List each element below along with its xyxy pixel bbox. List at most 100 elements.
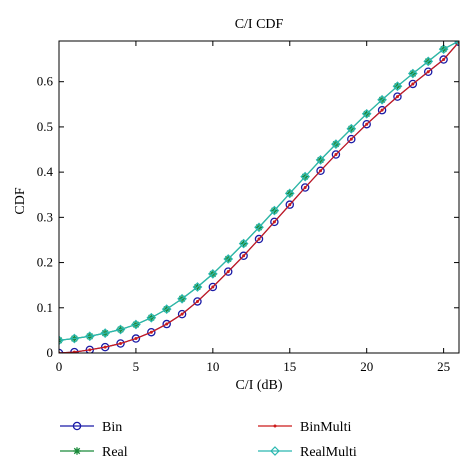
data-point-binmulti [365, 122, 369, 126]
data-point-bin [239, 251, 248, 261]
data-point-realmulti [207, 269, 218, 279]
data-point-bin [100, 342, 110, 352]
data-point-realmulti [254, 222, 264, 233]
data-point-binmulti [257, 237, 261, 241]
data-point-binmulti [380, 108, 384, 112]
data-point-binmulti [195, 299, 199, 303]
data-point-binmulti [303, 186, 307, 190]
x-tick-label: 15 [283, 359, 296, 374]
data-point-realmulti [238, 238, 249, 249]
data-point-binmulti [211, 285, 215, 289]
series-realmulti [59, 41, 459, 346]
data-point-binmulti [149, 330, 153, 334]
x-tick-label: 25 [437, 359, 450, 374]
y-axis-title: CDF [13, 187, 28, 214]
y-tick-label: 0.6 [37, 74, 54, 89]
legend-label: Real [102, 445, 128, 460]
data-point-binmulti [72, 350, 76, 353]
data-point-binmulti [426, 70, 430, 74]
data-point-bin [377, 105, 387, 115]
data-point-bin [393, 92, 402, 101]
data-point-binmulti [395, 95, 399, 99]
legend-item-binmulti: BinMulti [258, 420, 351, 435]
legend-item-bin: Bin [60, 420, 122, 435]
data-point-realmulti [284, 188, 295, 199]
plot-area [59, 41, 459, 353]
data-point-realmulti [69, 333, 80, 344]
data-point-realmulti [300, 171, 311, 182]
data-point-bin [177, 309, 187, 319]
data-point-bin [254, 234, 264, 244]
data-point-binmulti [165, 322, 169, 326]
data-point-realmulti [84, 331, 95, 342]
legend-item-realmulti: RealMulti [258, 445, 357, 460]
data-point-binmulti [180, 312, 184, 316]
y-tick-label: 0.1 [37, 300, 53, 315]
chart-title: C/I CDF [235, 17, 284, 32]
data-point-bin [116, 339, 125, 348]
data-point-binmulti [272, 220, 276, 224]
data-point-bin [347, 134, 356, 144]
data-point-bin [208, 282, 218, 292]
data-point-bin [223, 267, 233, 276]
data-point-realmulti [331, 139, 341, 149]
legend-swatch-marker [72, 421, 82, 431]
data-point-realmulti [131, 319, 141, 330]
data-point-realmulti [115, 324, 126, 335]
data-point-binmulti [226, 270, 230, 274]
data-point-bin [316, 166, 325, 176]
y-tick-label: 0 [47, 345, 54, 360]
data-point-realmulti [346, 123, 357, 134]
legend-label: RealMulti [300, 445, 357, 460]
data-point-binmulti [134, 337, 138, 341]
x-tick-label: 0 [56, 359, 63, 374]
legend-swatch-marker [273, 424, 277, 428]
x-tick-label: 10 [206, 359, 219, 374]
data-point-realmulti [100, 328, 111, 338]
data-point-binmulti [319, 169, 323, 173]
data-point-realmulti [423, 56, 434, 67]
data-point-bin [131, 334, 141, 343]
data-point-bin [285, 200, 295, 209]
legend-swatch-marker [270, 446, 280, 456]
data-point-realmulti [407, 68, 418, 79]
data-point-bin [423, 67, 433, 76]
y-tick-label: 0.4 [37, 164, 54, 179]
data-point-realmulti [146, 312, 157, 323]
data-point-realmulti [192, 282, 203, 292]
data-point-realmulti [223, 254, 234, 264]
data-point-bin [331, 150, 341, 159]
data-point-binmulti [411, 82, 415, 86]
data-point-realmulti [315, 155, 326, 165]
y-tick-label: 0.5 [37, 119, 53, 134]
data-point-bin [408, 79, 418, 89]
plot-frame [58, 40, 460, 354]
legend-label: BinMulti [300, 420, 351, 435]
series-line-realmulti [59, 41, 459, 341]
data-point-realmulti [438, 44, 449, 54]
data-point-binmulti [349, 137, 353, 141]
y-tick-label: 0.3 [37, 209, 53, 224]
data-point-realmulti [361, 108, 372, 119]
data-point-bin [147, 327, 156, 337]
data-point-binmulti [88, 348, 92, 352]
data-point-binmulti [119, 342, 123, 346]
data-point-bin [270, 217, 279, 227]
y-tick-label: 0.2 [37, 255, 53, 270]
axis-ticks: 0 5 10 15 20 25 0 0.1 0.2 0.3 0.4 0.5 0.6 [37, 41, 459, 374]
data-point-binmulti [288, 203, 292, 207]
data-point-bin [300, 183, 310, 192]
data-point-realmulti [392, 81, 403, 92]
x-tick-label: 20 [360, 359, 373, 374]
data-point-binmulti [242, 254, 246, 258]
data-point-realmulti [377, 94, 387, 105]
data-point-bin [439, 55, 448, 64]
data-point-bin [193, 297, 202, 306]
legend: Bin Real BinMulti RealMulti [60, 420, 357, 460]
data-point-bin [162, 319, 171, 329]
data-point-bin [362, 119, 371, 129]
data-point-realmulti [177, 293, 187, 304]
x-axis-title: C/I (dB) [235, 378, 282, 393]
data-point-realmulti [161, 304, 172, 314]
